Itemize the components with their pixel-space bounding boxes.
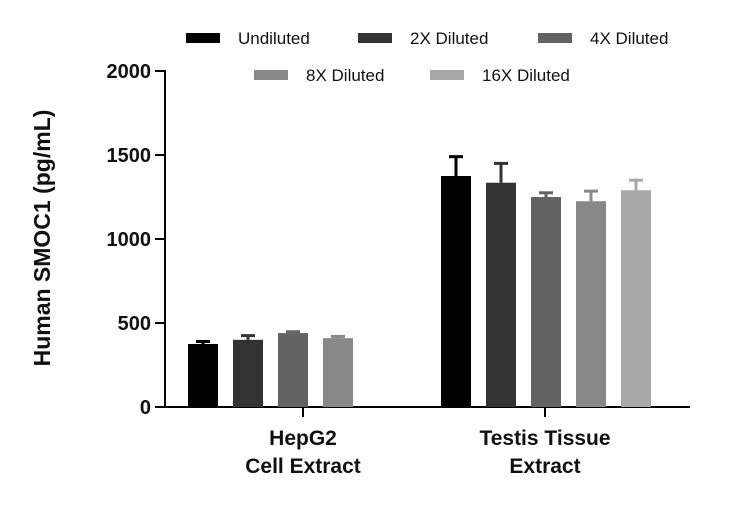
y-tick-label: 1000 <box>107 229 152 251</box>
y-tick-label: 2000 <box>107 61 152 83</box>
legend-label: 4X Diluted <box>590 29 668 48</box>
legend-label: Undiluted <box>238 29 310 48</box>
x-category-label: Cell Extract <box>245 455 361 478</box>
x-category-label: HepG2 <box>269 427 337 450</box>
y-tick-label: 500 <box>118 313 151 335</box>
legend-swatch <box>186 33 220 43</box>
bar <box>441 176 471 407</box>
legend: Undiluted 2X Diluted 4X Diluted 8X Diluted 1… <box>186 29 668 85</box>
bar <box>188 344 218 407</box>
bar <box>233 339 263 407</box>
x-category-label: Testis Tissue <box>479 427 610 450</box>
bar <box>576 201 606 407</box>
legend-label: 2X Diluted <box>410 29 488 48</box>
bar <box>531 197 561 407</box>
bars <box>188 176 651 407</box>
bar <box>621 190 651 407</box>
x-category-label: Extract <box>509 455 580 478</box>
x-axis: HepG2 Cell Extract Testis Tissue Extract <box>164 406 690 478</box>
legend-label: 16X Diluted <box>482 66 570 85</box>
y-tick-label: 0 <box>140 397 151 419</box>
bar <box>486 182 516 407</box>
legend-label: 8X Diluted <box>306 66 384 85</box>
legend-swatch <box>538 33 572 43</box>
y-axis-label: Human SMOC1 (pg/mL) <box>29 110 55 367</box>
legend-swatch <box>254 70 288 80</box>
y-axis: 0 500 1000 1500 2000 <box>107 61 166 419</box>
legend-swatch <box>430 70 464 80</box>
y-tick-label: 1500 <box>107 145 152 167</box>
legend-swatch <box>358 33 392 43</box>
bar <box>278 333 308 407</box>
bar <box>323 338 353 407</box>
error-bars <box>196 155 643 344</box>
